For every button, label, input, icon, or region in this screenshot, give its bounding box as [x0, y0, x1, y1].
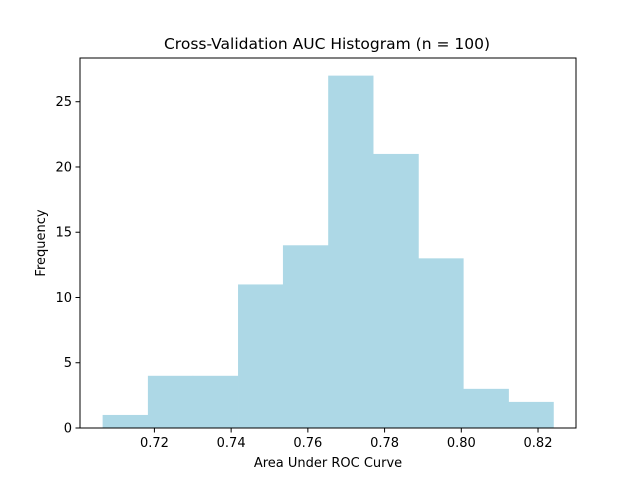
x-tick-label: 0.76	[293, 436, 322, 451]
histogram-bar-6	[328, 75, 374, 429]
y-tick-label: 5	[64, 356, 72, 371]
histogram-bar-2	[147, 375, 194, 428]
histogram-bar-3	[192, 375, 239, 428]
x-tick-label: 0.72	[140, 436, 169, 451]
histogram-bar-7	[373, 153, 419, 428]
y-axis-label: Frequency	[34, 209, 49, 276]
y-tick-label: 20	[55, 160, 72, 175]
x-tick-label: 0.78	[370, 436, 399, 451]
x-axis-label: Area Under ROC Curve	[254, 456, 402, 471]
x-tick-label: 0.80	[447, 436, 476, 451]
histogram-bar-10	[508, 401, 554, 428]
histogram-bar-5	[282, 245, 329, 428]
chart-title: Cross-Validation AUC Histogram (n = 100)	[164, 35, 490, 53]
histogram-bar-1	[102, 414, 149, 428]
x-tick-label: 0.74	[217, 436, 246, 451]
y-tick-label: 0	[64, 422, 72, 437]
x-tick-label: 0.82	[524, 436, 553, 451]
histogram-bar-9	[463, 388, 509, 428]
histogram-bars	[102, 75, 554, 429]
histogram-bar-4	[238, 284, 284, 428]
y-tick-label: 25	[55, 95, 72, 110]
y-tick-label: 15	[55, 226, 72, 241]
x-axis-ticks: 0.72 0.74 0.76 0.78 0.80 0.82	[140, 428, 553, 451]
y-axis-ticks: 0 5 10 15 20 25	[55, 95, 80, 437]
histogram-bar-8	[418, 258, 464, 428]
y-tick-label: 10	[55, 291, 72, 306]
plot-frame	[79, 57, 577, 429]
